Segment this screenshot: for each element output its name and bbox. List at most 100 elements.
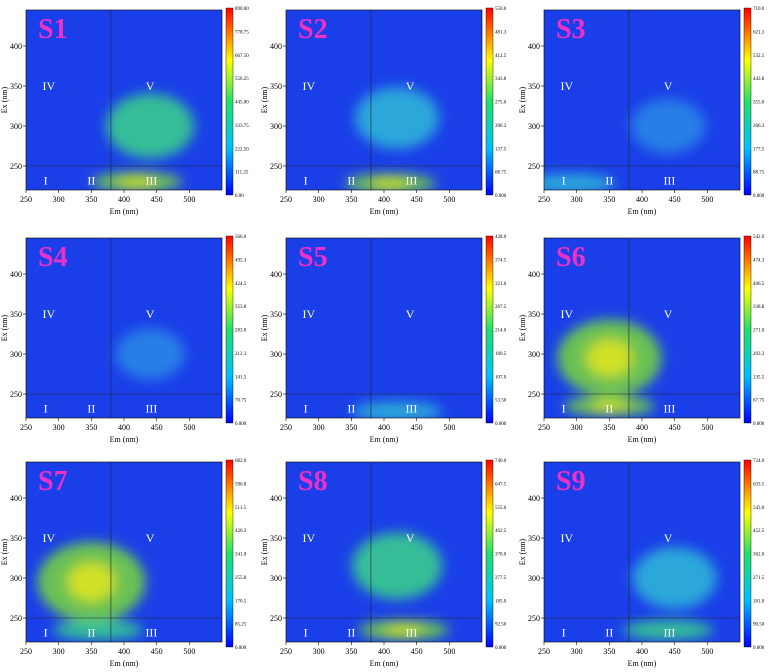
colorbar-tick-label: 107.0 bbox=[495, 375, 507, 380]
y-tick-label: 300 bbox=[270, 122, 282, 131]
colorbar-tick-label: 267.5 bbox=[495, 305, 507, 310]
x-tick-label: 450 bbox=[411, 423, 423, 432]
colorbar-tick-label: 135.5 bbox=[753, 375, 765, 380]
region-label-ii: II bbox=[605, 625, 613, 639]
colorbar-tick-label: 70.75 bbox=[235, 399, 247, 404]
y-axis-label: Ex (nm) bbox=[260, 86, 269, 113]
colorbar-tick-label: 778.75 bbox=[235, 30, 249, 35]
y-tick-label: 350 bbox=[270, 82, 282, 91]
colorbar-tick-label: 0.000 bbox=[753, 422, 765, 427]
x-tick-label: 350 bbox=[603, 195, 615, 204]
fluorescence-peak bbox=[632, 547, 717, 609]
y-tick-label: 400 bbox=[528, 270, 540, 279]
colorbar-tick-label: 141.5 bbox=[235, 375, 247, 380]
fluorescence-peak bbox=[115, 328, 185, 380]
colorbar-tick-label: 271.0 bbox=[753, 329, 765, 334]
x-axis-label: Em (nm) bbox=[370, 207, 399, 216]
y-tick-label: 350 bbox=[528, 534, 540, 543]
y-axis-label: Ex (nm) bbox=[518, 314, 527, 341]
y-tick-label: 350 bbox=[270, 310, 282, 319]
x-tick-label: 500 bbox=[443, 195, 455, 204]
colorbar-tick-label: 667.50 bbox=[235, 54, 249, 59]
x-tick-label: 400 bbox=[636, 647, 648, 656]
y-axis-label: Ex (nm) bbox=[518, 86, 527, 113]
region-label-v: V bbox=[146, 79, 155, 93]
region-label-v: V bbox=[406, 531, 415, 545]
region-label-v: V bbox=[664, 307, 673, 321]
fluorescence-peak-core bbox=[383, 625, 424, 635]
panel-title: S2 bbox=[298, 14, 328, 45]
panel-title: S7 bbox=[38, 466, 68, 497]
region-label-iv: IV bbox=[43, 307, 56, 321]
colorbar-tick-label: 0.00 bbox=[235, 194, 244, 199]
panel-title: S9 bbox=[556, 466, 586, 497]
x-tick-label: 250 bbox=[280, 423, 292, 432]
colorbar-tick-label: 343.8 bbox=[495, 77, 507, 82]
fluorescence-peak bbox=[630, 98, 706, 154]
x-tick-label: 500 bbox=[701, 423, 713, 432]
region-label-ii: II bbox=[87, 173, 95, 187]
colorbar-tick-label: 333.75 bbox=[235, 124, 249, 129]
colorbar bbox=[225, 7, 234, 196]
colorbar-tick-label: 206.3 bbox=[495, 124, 507, 129]
fluorescence-peak-core bbox=[370, 178, 411, 189]
y-tick-label: 350 bbox=[10, 310, 22, 319]
x-tick-label: 450 bbox=[669, 195, 681, 204]
x-tick-label: 500 bbox=[183, 195, 195, 204]
fluorescence-peak bbox=[544, 173, 616, 190]
colorbar-tick-label: 481.3 bbox=[495, 30, 507, 35]
colorbar-tick-label: 495.3 bbox=[235, 258, 247, 263]
plot-background bbox=[544, 10, 740, 190]
region-label-v: V bbox=[664, 531, 673, 545]
x-tick-label: 350 bbox=[85, 423, 97, 432]
fluorescence-peak bbox=[351, 532, 443, 600]
y-tick-label: 250 bbox=[528, 614, 540, 623]
x-axis-label: Em (nm) bbox=[370, 435, 399, 444]
region-label-iii: III bbox=[663, 625, 675, 639]
x-tick-label: 300 bbox=[313, 647, 325, 656]
y-tick-label: 400 bbox=[528, 42, 540, 51]
colorbar-tick-label: 85.25 bbox=[235, 623, 247, 628]
x-tick-label: 300 bbox=[53, 647, 65, 656]
region-label-v: V bbox=[406, 79, 415, 93]
x-tick-label: 400 bbox=[378, 423, 390, 432]
x-tick-label: 300 bbox=[313, 423, 325, 432]
colorbar-tick-label: 0.000 bbox=[495, 194, 507, 199]
y-tick-label: 250 bbox=[10, 390, 22, 399]
y-tick-label: 350 bbox=[528, 310, 540, 319]
colorbar-tick-label: 0.000 bbox=[495, 422, 507, 427]
colorbar-tick-label: 0.000 bbox=[753, 194, 765, 199]
y-tick-label: 350 bbox=[10, 534, 22, 543]
colorbar bbox=[743, 7, 752, 196]
colorbar-tick-label: 277.5 bbox=[495, 576, 507, 581]
y-tick-label: 250 bbox=[528, 390, 540, 399]
x-tick-label: 500 bbox=[443, 423, 455, 432]
x-tick-label: 500 bbox=[443, 647, 455, 656]
x-tick-label: 300 bbox=[571, 195, 583, 204]
colorbar bbox=[225, 235, 234, 424]
colorbar-tick-label: 185.0 bbox=[495, 599, 507, 604]
x-axis-label: Em (nm) bbox=[628, 207, 657, 216]
y-axis-label: Ex (nm) bbox=[518, 538, 527, 565]
colorbar-tick-label: 543.0 bbox=[753, 506, 765, 511]
y-tick-label: 300 bbox=[528, 122, 540, 131]
region-label-iv: IV bbox=[43, 79, 56, 93]
region-label-iii: III bbox=[145, 401, 157, 415]
x-tick-label: 250 bbox=[20, 647, 32, 656]
colorbar-tick-label: 566.0 bbox=[235, 235, 247, 240]
x-tick-label: 300 bbox=[53, 195, 65, 204]
colorbar-tick-label: 170.5 bbox=[235, 599, 247, 604]
fluorescence-peak bbox=[52, 620, 143, 640]
colorbar-tick-label: 68.75 bbox=[495, 171, 507, 176]
colorbar-tick-label: 283.0 bbox=[235, 329, 247, 334]
y-tick-label: 350 bbox=[270, 534, 282, 543]
colorbar-tick-label: 88.75 bbox=[753, 171, 765, 176]
fluorescence-peak-core bbox=[589, 401, 630, 411]
region-label-ii: II bbox=[605, 401, 613, 415]
fluorescence-peak-core bbox=[585, 338, 633, 378]
colorbar bbox=[225, 459, 234, 648]
